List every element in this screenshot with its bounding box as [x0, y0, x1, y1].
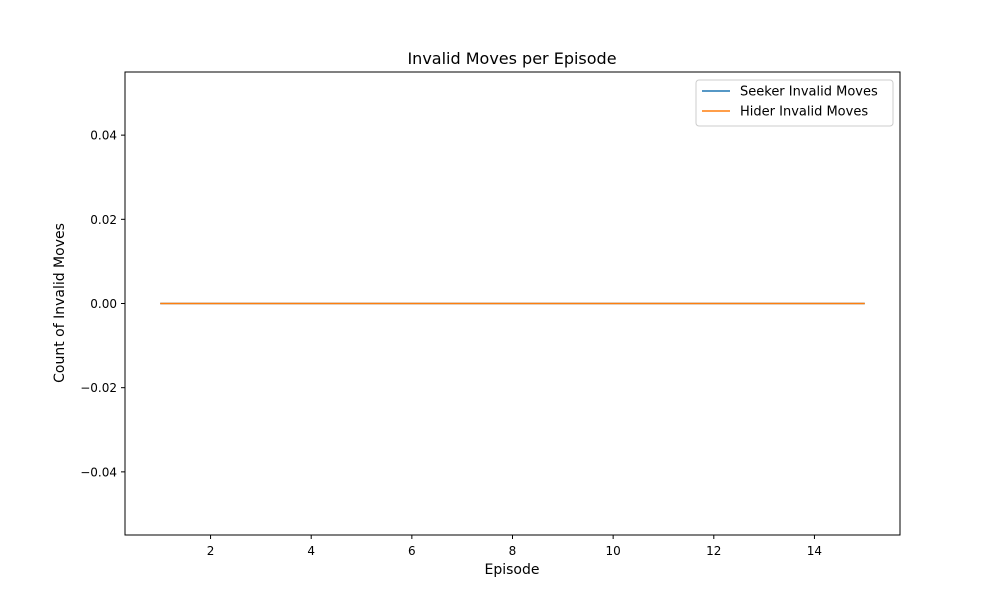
y-axis: −0.04 −0.02 0.00 0.02 0.04 [80, 129, 125, 479]
chart-title: Invalid Moves per Episode [407, 49, 616, 68]
y-tick-label: 0.00 [90, 297, 117, 311]
x-tick-label: 2 [207, 544, 215, 558]
legend-label: Seeker Invalid Moves [740, 85, 878, 100]
y-tick-label: 0.04 [90, 129, 117, 143]
y-tick-label: 0.02 [90, 213, 117, 227]
x-axis: 2 4 6 8 10 12 14 [207, 535, 822, 558]
y-axis-label: Count of Invalid Moves [52, 223, 68, 383]
y-tick-label: −0.02 [80, 381, 117, 395]
x-tick-label: 8 [509, 544, 517, 558]
y-tick-label: −0.04 [80, 465, 117, 479]
x-tick-label: 4 [307, 544, 315, 558]
x-tick-label: 14 [807, 544, 822, 558]
x-tick-label: 12 [706, 544, 721, 558]
x-tick-label: 6 [408, 544, 416, 558]
legend-label: Hider Invalid Moves [740, 105, 868, 120]
x-axis-label: Episode [485, 562, 540, 578]
legend-box [695, 79, 894, 127]
legend: Seeker Invalid Moves Hider Invalid Moves [695, 79, 894, 127]
x-tick-label: 10 [606, 544, 621, 558]
